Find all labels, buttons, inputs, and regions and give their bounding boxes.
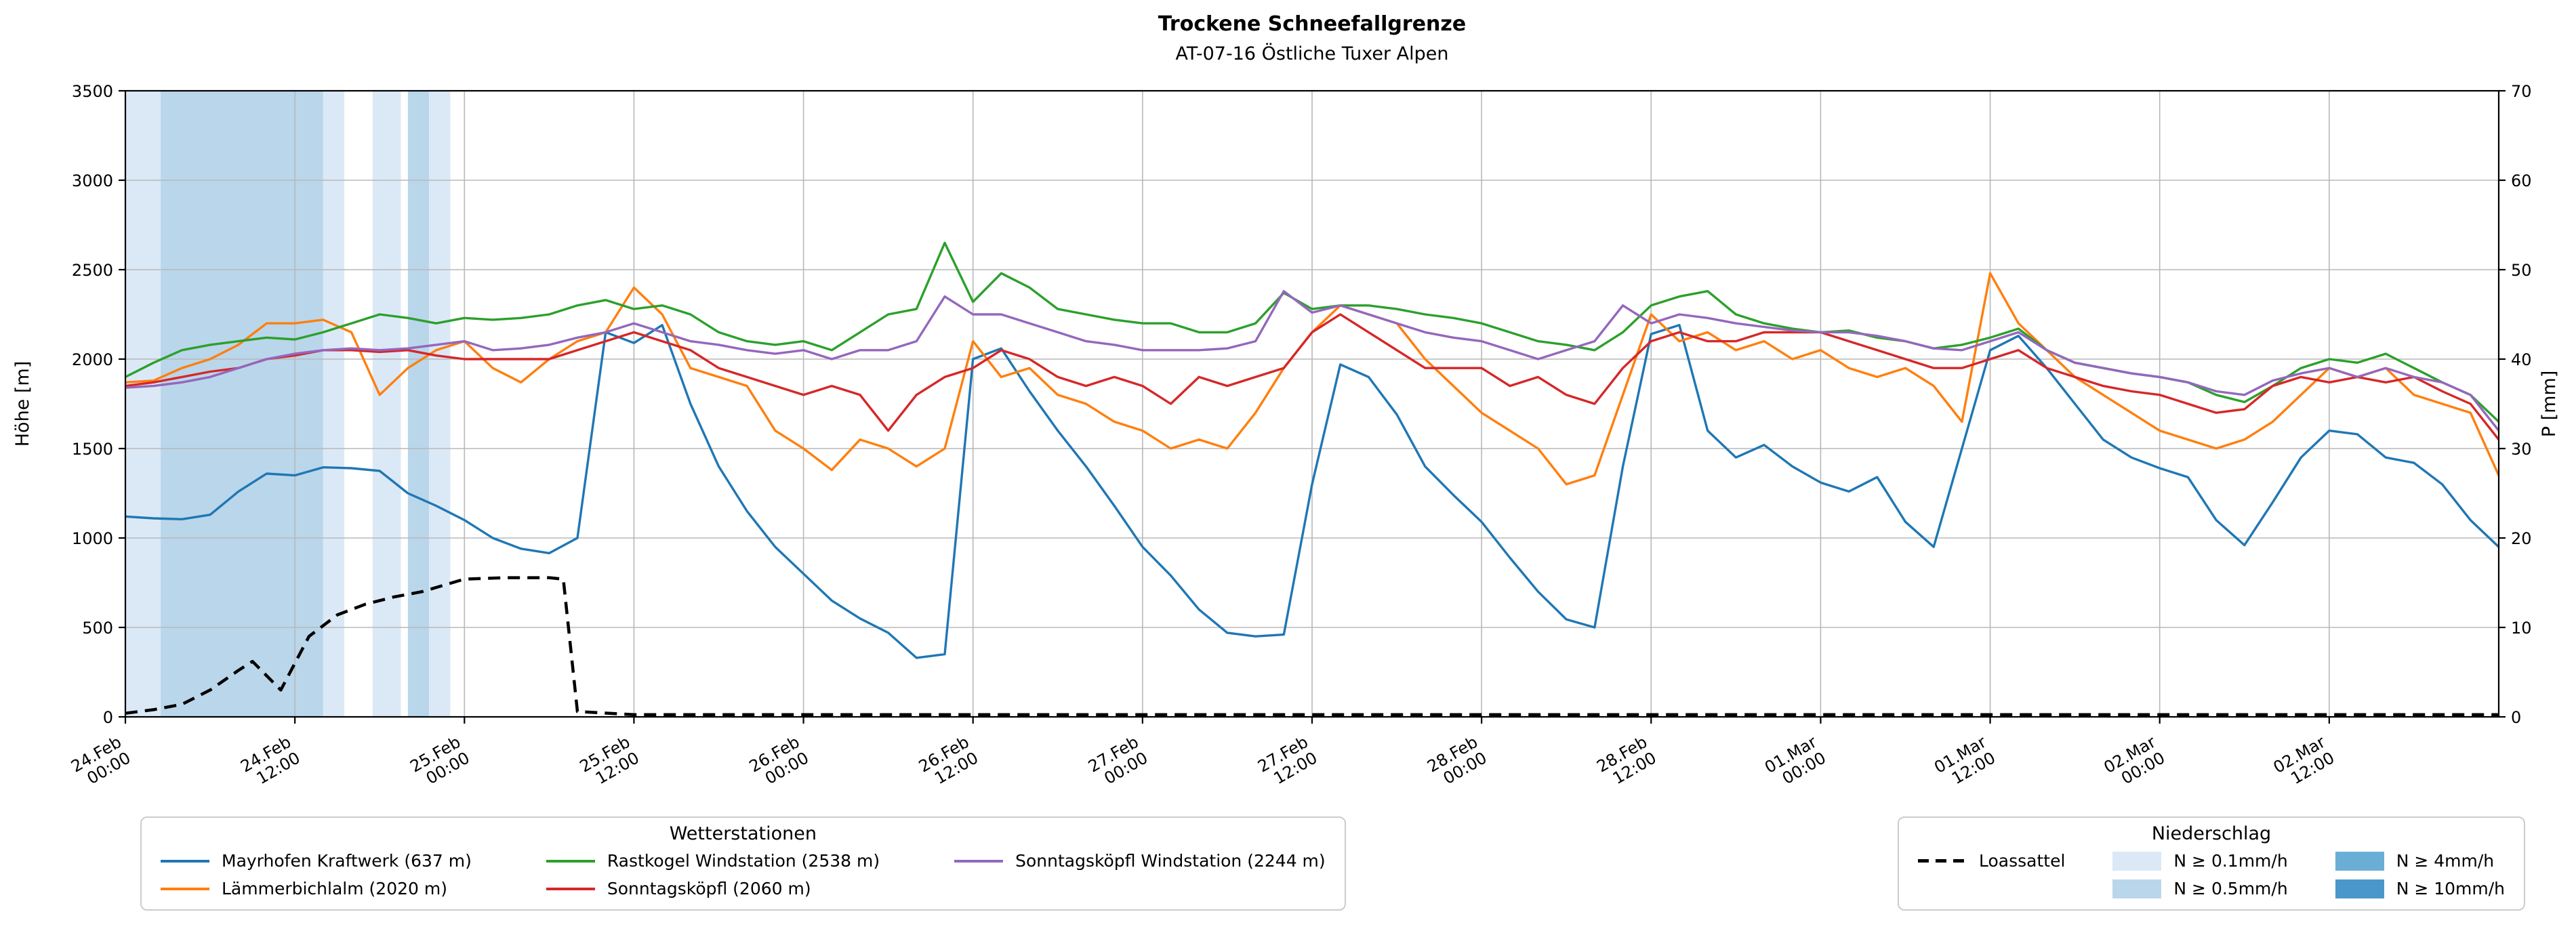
legend-stations: Wetterstationen Mayrhofen Kraftwerk (637…: [140, 816, 1346, 911]
x-tick-label: 28.Feb00:00: [1424, 732, 1490, 792]
legend-item: Sonntagsköpfl Windstation (2244 m): [954, 851, 1326, 871]
legend-item: Sonntagsköpfl (2060 m): [546, 879, 880, 898]
x-tick-label: 26.Feb00:00: [746, 732, 812, 792]
x-tick-label: 01.Mar00:00: [1761, 732, 1829, 793]
y-left-tick-label: 2500: [72, 261, 113, 280]
x-tick-label: 01.Mar12:00: [1931, 732, 1999, 793]
y-right-tick-label: 50: [2511, 261, 2532, 280]
legend-item: Loassattel: [1918, 851, 2065, 871]
line-sample: [161, 859, 209, 863]
series-line-mayrhofen: [125, 324, 2500, 659]
legend-item: N ≥ 0.5mm/h: [2112, 879, 2288, 898]
series-line-sonntagskoepfl-wind: [125, 290, 2500, 432]
chart-subtitle: AT-07-16 Östliche Tuxer Alpen: [1175, 43, 1449, 64]
x-tick-label: 24.Feb12:00: [237, 732, 303, 792]
y-left-tick-label: 0: [103, 708, 113, 727]
legend-stations-title: Wetterstationen: [669, 823, 817, 844]
legend-precip-title: Niederschlag: [2151, 823, 2272, 844]
dashed-line-sample: [1918, 859, 1967, 863]
y-left-tick-label: 3000: [72, 171, 113, 190]
x-tick-label: 27.Feb00:00: [1085, 732, 1151, 792]
precip-band-0.5: [161, 91, 323, 717]
x-tick-label: 02.Mar00:00: [2100, 732, 2168, 793]
legend-item: Rastkogel Windstation (2538 m): [546, 851, 880, 871]
legend-label: Sonntagsköpfl (2060 m): [607, 879, 811, 898]
legend-stations-items: Mayrhofen Kraftwerk (637 m) Lämmerbichlal…: [161, 851, 1326, 898]
y-left-tick-label: 2000: [72, 350, 113, 369]
precip-band-0.1: [125, 91, 161, 717]
y-left-tick-label: 3500: [72, 82, 113, 101]
legend-label: N ≥ 10mm/h: [2396, 879, 2506, 898]
line-sample: [546, 887, 595, 890]
precip-band-0.1: [372, 91, 401, 717]
legend-label: Rastkogel Windstation (2538 m): [607, 851, 880, 871]
x-tick-label: 28.Feb12:00: [1593, 732, 1659, 792]
legend-label: Lämmerbichlalm (2020 m): [222, 879, 447, 898]
line-sample: [954, 859, 1004, 863]
chart-title: Trockene Schneefallgrenze: [1158, 12, 1467, 36]
legend-item: N ≥ 10mm/h: [2335, 879, 2505, 898]
x-tick-label: 02.Mar12:00: [2270, 732, 2338, 793]
x-tick-label: 24.Feb00:00: [68, 732, 134, 792]
legend-item: N ≥ 0.1mm/h: [2112, 851, 2288, 871]
series-line-sonntagskoepfl: [125, 313, 2500, 440]
y-left-tick-label: 1000: [72, 529, 113, 548]
precip-swatch: [2112, 879, 2162, 898]
precip-swatch: [2112, 851, 2162, 871]
legend-label: Sonntagsköpfl Windstation (2244 m): [1015, 851, 1326, 871]
y-right-tick-label: 20: [2511, 529, 2532, 548]
legend-item: Lämmerbichlalm (2020 m): [161, 879, 472, 898]
line-sample: [161, 887, 209, 890]
y-left-tick-label: 500: [82, 619, 113, 638]
precip-band-0.5: [407, 91, 430, 717]
y-axis-label-right: P [mm]: [2539, 371, 2560, 438]
precip-swatch: [2335, 851, 2384, 871]
legend-item: N ≥ 4mm/h: [2335, 851, 2505, 871]
y-left-tick-label: 1500: [72, 440, 113, 459]
x-tick-label: 27.Feb12:00: [1254, 732, 1320, 792]
precip-band-0.1: [429, 91, 451, 717]
x-tick-label: 25.Feb12:00: [577, 732, 642, 792]
legend-precip: Niederschlag Loassattel N ≥ 0.1mm/h N ≥ 0.…: [1898, 816, 2526, 911]
series-line-loassattel: [125, 576, 2499, 717]
x-tick-label: 26.Feb12:00: [916, 732, 981, 792]
y-right-tick-label: 60: [2511, 171, 2532, 190]
y-axis-label-left: Höhe [m]: [12, 361, 33, 447]
y-right-tick-label: 10: [2511, 619, 2532, 638]
legend-label: N ≥ 0.5mm/h: [2173, 879, 2288, 898]
precip-swatch: [2335, 879, 2384, 898]
legend-label: Loassattel: [1979, 851, 2066, 871]
y-right-tick-label: 40: [2511, 350, 2532, 369]
legend-label: Mayrhofen Kraftwerk (637 m): [222, 851, 472, 871]
line-sample: [546, 859, 595, 863]
legend-label: N ≥ 0.1mm/h: [2173, 851, 2288, 871]
legend-item: Mayrhofen Kraftwerk (637 m): [161, 851, 472, 871]
y-right-tick-label: 30: [2511, 440, 2532, 459]
y-right-tick-label: 0: [2511, 708, 2521, 727]
y-right-tick-label: 70: [2511, 82, 2532, 101]
legend-label: N ≥ 4mm/h: [2396, 851, 2495, 871]
x-tick-label: 25.Feb00:00: [407, 732, 472, 792]
legend-precip-items: Loassattel N ≥ 0.1mm/h N ≥ 0.5mm/h N ≥ 4mm/…: [1918, 851, 2505, 898]
